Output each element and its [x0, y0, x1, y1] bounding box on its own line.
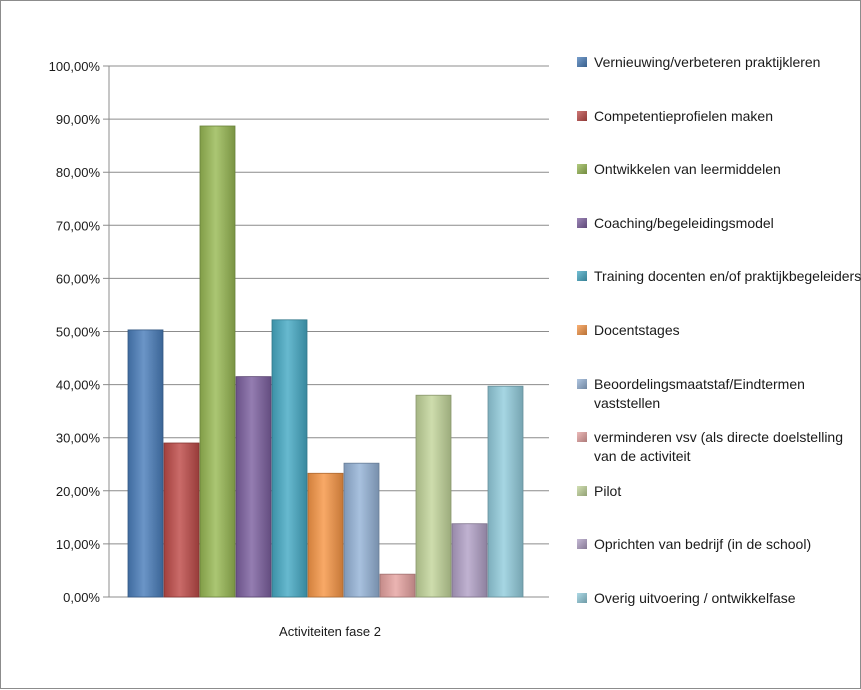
bar [235, 376, 272, 598]
legend-label: Competentieprofielen maken [594, 108, 773, 124]
bar [379, 573, 416, 598]
legend-swatch [577, 593, 587, 603]
legend-label: Training docenten en/of praktijkbegeleid… [594, 268, 861, 284]
legend-swatch [577, 325, 587, 335]
y-tick-label: 50,00% [56, 325, 101, 340]
legend-item: Coaching/begeleidingsmodel [577, 214, 861, 233]
legend-swatch [577, 164, 587, 174]
bar [127, 329, 164, 598]
axes: 0,00% 10,00% 20,00% 30,00% 40,00% 50,00% 60,00… [49, 59, 381, 639]
legend-swatch [577, 271, 587, 281]
legend-swatch [577, 432, 587, 442]
y-tick-label: 30,00% [56, 431, 101, 446]
bar [451, 523, 488, 598]
legend-item: Beoordelingsmaatstaf/Eindtermen vaststel… [577, 375, 861, 413]
bar [487, 385, 524, 598]
legend-item: Oprichten van bedrijf (in de school) [577, 535, 861, 554]
legend-item: Overig uitvoering / ontwikkelfase [577, 589, 861, 608]
legend-label: Pilot [594, 483, 622, 499]
legend-item: verminderen vsv (als directe doelstellin… [577, 428, 861, 466]
y-tick-label: 0,00% [63, 590, 100, 605]
legend-label: Beoordelingsmaatstaf/Eindtermen vaststel… [594, 376, 805, 411]
bar [343, 462, 380, 598]
legend-swatch [577, 379, 587, 389]
legend-label: Vernieuwing/verbeteren praktijkleren [594, 54, 821, 70]
bar [307, 472, 344, 598]
x-category-label: Activiteiten fase 2 [279, 624, 381, 639]
legend-item: Docentstages [577, 321, 861, 340]
legend-item: Vernieuwing/verbeteren praktijkleren [577, 53, 861, 72]
y-tick-label: 90,00% [56, 112, 101, 127]
bar [415, 394, 452, 598]
bar [199, 125, 236, 598]
legend-item: Training docenten en/of praktijkbegeleid… [577, 267, 861, 286]
legend-swatch [577, 218, 587, 228]
legend-item: Competentieprofielen maken [577, 107, 861, 126]
y-tick-label: 80,00% [56, 165, 101, 180]
legend-label: Overig uitvoering / ontwikkelfase [594, 590, 796, 606]
legend-label: Ontwikkelen van leermiddelen [594, 161, 781, 177]
legend-item: Ontwikkelen van leermiddelen [577, 160, 861, 179]
y-tick-label: 60,00% [56, 271, 101, 286]
legend-swatch [577, 57, 587, 67]
legend-swatch [577, 539, 587, 549]
legend-swatch [577, 111, 587, 121]
legend-label: Oprichten van bedrijf (in de school) [594, 536, 812, 552]
y-tick-label: 40,00% [56, 378, 101, 393]
y-tick-label: 70,00% [56, 218, 101, 233]
y-tick-label: 100,00% [49, 59, 101, 74]
bar [163, 442, 200, 598]
legend-item: Pilot [577, 482, 861, 501]
y-tick-label: 20,00% [56, 484, 101, 499]
legend-label: verminderen vsv (als directe doelstellin… [594, 429, 843, 464]
legend-label: Docentstages [594, 322, 680, 338]
legend-label: Coaching/begeleidingsmodel [594, 215, 774, 231]
bars [127, 125, 524, 598]
y-tick-label: 10,00% [56, 537, 101, 552]
legend-swatch [577, 486, 587, 496]
bar [271, 319, 308, 598]
